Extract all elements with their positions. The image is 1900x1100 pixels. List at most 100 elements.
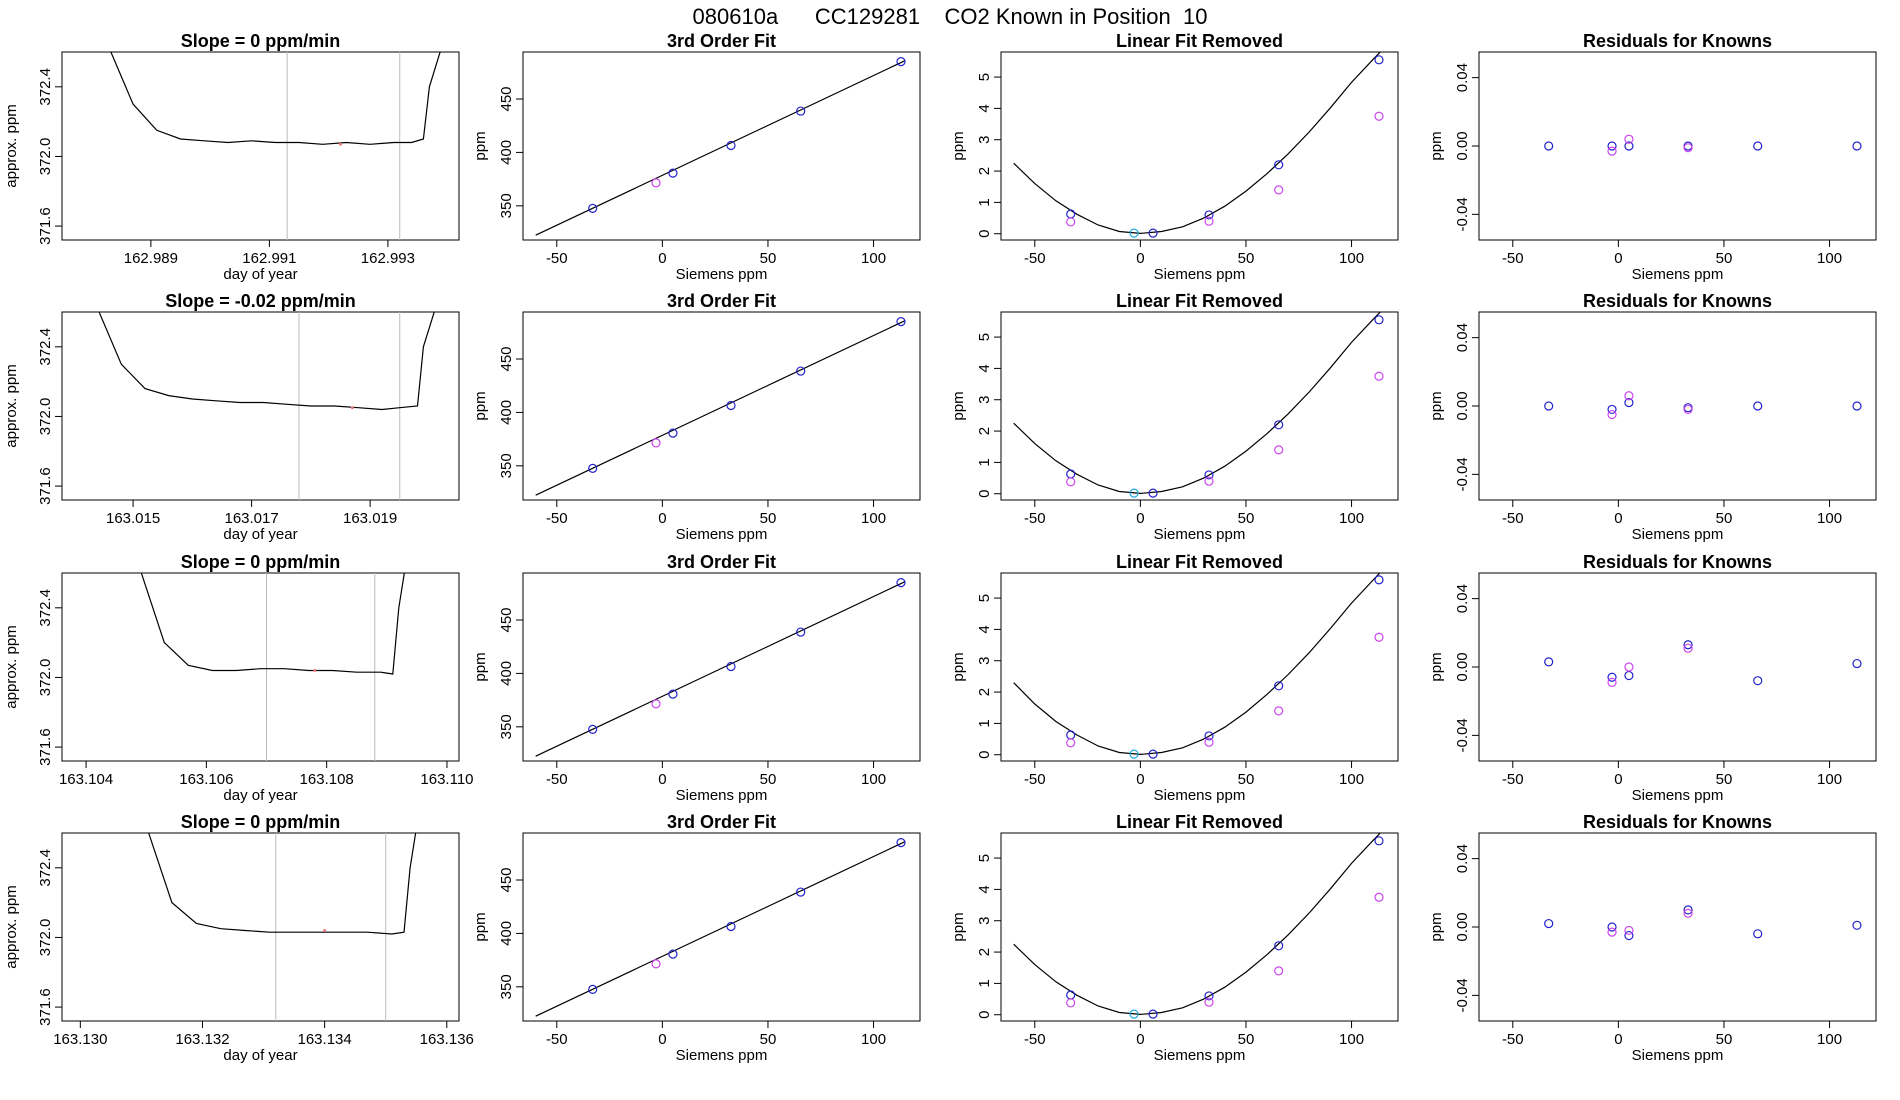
panel-title: Residuals for Knowns: [1583, 812, 1772, 832]
plot-frame: [522, 311, 921, 501]
data-point: [1374, 575, 1384, 585]
fit-line: [535, 60, 906, 236]
data-point: [1204, 210, 1214, 220]
y-tick-label: 371.6: [37, 988, 54, 1026]
series-line: [148, 833, 417, 935]
x-axis-label: Siemens ppm: [1154, 526, 1246, 543]
panel-title: Linear Fit Removed: [1116, 552, 1283, 572]
y-axis-label: ppm: [950, 131, 967, 160]
y-tick-label: 2: [976, 688, 993, 696]
panel-title: Slope = 0 ppm/min: [181, 31, 341, 51]
x-tick-label: -50: [1024, 250, 1046, 267]
x-tick-label: 50: [760, 510, 777, 527]
data-point: [668, 428, 678, 438]
data-point: [588, 463, 598, 473]
x-axis-label: Siemens ppm: [676, 526, 768, 543]
x-tick-label: -50: [1502, 250, 1524, 267]
x-tick-label: 0: [1136, 250, 1144, 267]
x-tick-label: 100: [1817, 510, 1842, 527]
y-tick-label: 4: [976, 885, 993, 893]
plot-frame: [1478, 311, 1877, 501]
plot-frame: [61, 832, 460, 1022]
fit-line: [535, 581, 906, 757]
data-point: [1274, 160, 1284, 170]
x-tick-label: 100: [1817, 771, 1842, 788]
y-tick-label: 371.6: [37, 728, 54, 766]
plot-frame: [1000, 572, 1399, 762]
data-point: [1274, 966, 1284, 976]
plot-frame: [1478, 51, 1877, 241]
data-point: [1204, 470, 1214, 480]
data-point: [1129, 1009, 1139, 1019]
y-tick-label: -0.04: [1454, 978, 1471, 1012]
data-point: [1374, 111, 1384, 121]
y-tick-label: 400: [498, 140, 515, 165]
data-point: [1374, 836, 1384, 846]
data-point: [1066, 730, 1076, 740]
data-point: [796, 366, 806, 376]
x-tick-label: -50: [1024, 771, 1046, 788]
y-tick-label: 0: [976, 1011, 993, 1019]
x-axis-label: Siemens ppm: [1154, 266, 1246, 283]
data-point: [1544, 657, 1554, 667]
y-axis-label: ppm: [1428, 131, 1445, 160]
panel-title: 3rd Order Fit: [667, 291, 776, 311]
data-point: [1274, 420, 1284, 430]
series-line: [110, 52, 441, 145]
x-tick-label: 50: [1716, 1031, 1733, 1048]
y-tick-label: 350: [498, 714, 515, 739]
y-tick-label: 1: [976, 979, 993, 987]
y-tick-label: 0.00: [1454, 131, 1471, 160]
y-tick-label: -0.04: [1454, 718, 1471, 752]
y-tick-label: 450: [498, 346, 515, 371]
mean-marker: [350, 406, 354, 410]
plot-frame: [61, 51, 460, 241]
x-tick-label: -50: [546, 771, 568, 788]
y-axis-label: ppm: [950, 391, 967, 420]
x-tick-label: 163.130: [53, 1031, 107, 1048]
y-tick-label: 0.00: [1454, 912, 1471, 941]
plot-frame: [61, 572, 460, 762]
data-point: [1607, 922, 1617, 932]
data-point: [1204, 991, 1214, 1001]
x-tick-label: -50: [546, 250, 568, 267]
y-axis-label: ppm: [472, 131, 489, 160]
data-point: [1148, 228, 1158, 238]
y-tick-label: 2: [976, 948, 993, 956]
y-axis-label: ppm: [950, 652, 967, 681]
x-tick-label: 163.134: [298, 1031, 352, 1048]
data-point: [1148, 1009, 1158, 1019]
fit-curve: [1013, 833, 1382, 1016]
x-tick-label: -50: [1024, 510, 1046, 527]
data-point: [668, 168, 678, 178]
y-tick-label: 0.04: [1454, 323, 1471, 352]
y-tick-label: 372.4: [37, 68, 54, 106]
x-tick-label: 100: [1339, 250, 1364, 267]
x-tick-label: 163.106: [179, 771, 233, 788]
y-tick-label: 350: [498, 453, 515, 478]
y-tick-label: 371.6: [37, 207, 54, 245]
x-tick-label: 163.017: [224, 510, 278, 527]
data-point: [1274, 706, 1284, 716]
data-point: [726, 400, 736, 411]
y-tick-label: 3: [976, 657, 993, 665]
plot-frame: [1478, 572, 1877, 762]
x-tick-label: 163.019: [343, 510, 397, 527]
x-tick-label: 50: [1716, 771, 1733, 788]
x-tick-label: 0: [658, 1031, 666, 1048]
mean-marker: [323, 928, 327, 932]
x-tick-label: 163.110: [420, 771, 473, 788]
data-point: [1066, 217, 1076, 227]
x-tick-label: 0: [1614, 510, 1622, 527]
data-point: [1066, 469, 1076, 479]
x-tick-label: 50: [1716, 510, 1733, 527]
x-tick-label: 100: [1339, 1031, 1364, 1048]
x-axis-label: day of year: [223, 787, 297, 804]
data-point: [1753, 141, 1763, 151]
y-axis-label: ppm: [1428, 652, 1445, 681]
data-point: [1066, 738, 1076, 748]
data-point: [796, 887, 806, 897]
x-tick-label: 100: [861, 510, 886, 527]
x-tick-label: 50: [1238, 771, 1255, 788]
x-tick-label: 163.015: [106, 510, 160, 527]
